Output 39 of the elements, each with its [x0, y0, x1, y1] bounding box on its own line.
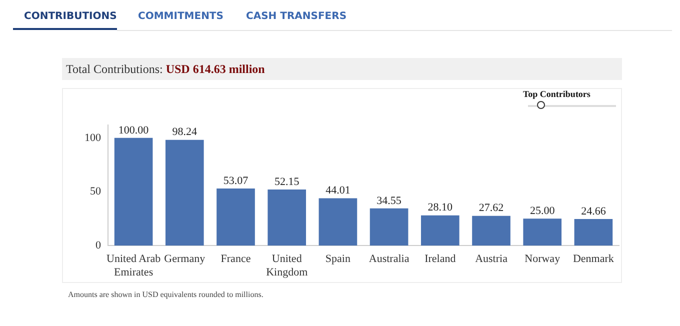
data-label: 25.00 [530, 205, 556, 218]
bar [216, 188, 255, 246]
data-label: 52.15 [274, 176, 300, 188]
x-tick-label: Austria [475, 253, 508, 266]
data-label: 44.01 [326, 184, 350, 197]
text: COMMITMENTS [138, 11, 224, 22]
y-tick-label: 0 [96, 239, 102, 252]
text: Amounts are shown in USD equivalents rounded to millions. [68, 290, 264, 299]
text: CASH TRANSFERS [246, 11, 347, 22]
x-tick-label: United Arab Emirates [106, 253, 162, 278]
x-tick-label: Denmark [572, 253, 614, 266]
x-tick-label: Spain [325, 253, 351, 266]
data-label: 27.62 [478, 202, 504, 214]
data-label: 34.55 [376, 194, 402, 207]
y-tick-label: 100 [84, 132, 102, 144]
x-tick-label: Germany [164, 253, 206, 266]
bar [318, 198, 358, 246]
bar [114, 138, 153, 246]
bar [472, 216, 510, 246]
x-tick-label: Australia [368, 253, 410, 266]
x-tick-label: Ireland [424, 253, 456, 266]
data-label: 24.66 [581, 205, 606, 218]
data-label: 28.10 [428, 202, 454, 214]
bar [574, 219, 613, 246]
bar [165, 140, 204, 246]
data-label: 98.24 [172, 126, 198, 138]
bar [523, 218, 562, 246]
x-tick-label: France [220, 253, 251, 266]
bar [370, 208, 408, 246]
text: Top Contributors [523, 89, 590, 99]
bar [420, 215, 460, 246]
data-label: 53.07 [223, 174, 249, 187]
x-tick-label: United Kingdom [266, 253, 308, 278]
chart-title: Total Contributions: USD 614.63 million [66, 62, 265, 76]
text: CONTRIBUTIONS [24, 11, 117, 22]
data-label: 100.00 [118, 124, 150, 136]
y-tick-label: 50 [90, 186, 102, 198]
bar [268, 189, 306, 246]
x-tick-label: Norway [524, 253, 561, 266]
